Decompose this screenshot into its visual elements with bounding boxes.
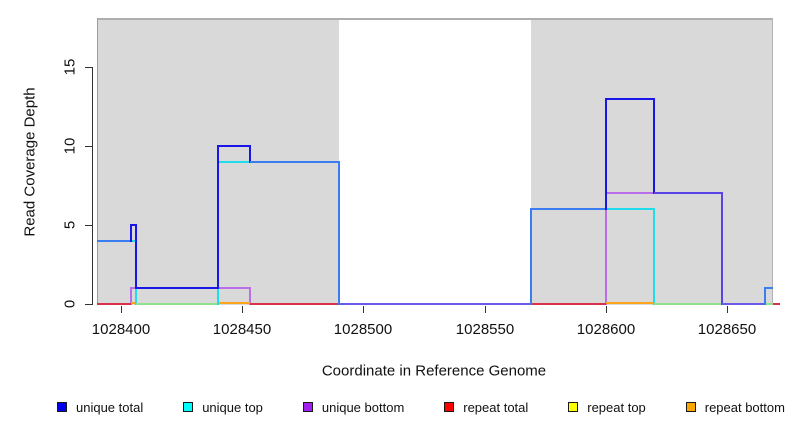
coverage-line-unique-total bbox=[653, 98, 655, 194]
coverage-line-unique-total bbox=[530, 208, 532, 305]
coverage-line-unique-total bbox=[131, 224, 136, 226]
coverage-line-unique-total bbox=[721, 192, 723, 305]
coverage-line-unique-top bbox=[654, 303, 773, 305]
baseline-segment-repeat-total bbox=[773, 303, 780, 305]
legend-label: repeat top bbox=[587, 399, 646, 415]
legend-swatch-unique-top bbox=[183, 402, 194, 412]
x-axis-tick-label: 1028550 bbox=[455, 321, 515, 338]
x-axis-tick bbox=[606, 306, 607, 313]
x-axis-tick bbox=[363, 306, 364, 313]
legend-item: unique bottom bbox=[302, 399, 405, 415]
repeat-region bbox=[531, 19, 773, 305]
x-axis-tick bbox=[485, 306, 486, 313]
coverage-line-unique-total bbox=[249, 145, 251, 163]
x-axis-tick-label: 1028600 bbox=[576, 321, 636, 338]
plot-top-border bbox=[97, 18, 772, 20]
legend-item: repeat bottom bbox=[685, 399, 785, 415]
legend-label: repeat bottom bbox=[704, 399, 785, 415]
legend-label: unique top bbox=[202, 399, 263, 415]
x-axis-tick-label: 1028500 bbox=[333, 321, 393, 338]
coverage-line-unique-bottom bbox=[605, 192, 607, 305]
x-axis-tick bbox=[727, 306, 728, 313]
legend-item: repeat top bbox=[568, 400, 646, 415]
coverage-line-unique-bottom bbox=[130, 287, 132, 305]
plot-left-border bbox=[97, 18, 98, 305]
y-axis-tick-label: 10 bbox=[61, 137, 79, 155]
legend-swatch-unique-total bbox=[57, 402, 67, 412]
legend: unique total unique top unique bottom repea… bbox=[57, 398, 785, 416]
x-axis-tick bbox=[121, 306, 122, 313]
plot-right-border bbox=[772, 18, 773, 305]
baseline-segment-repeat-bottom bbox=[218, 302, 250, 304]
legend-item: unique top bbox=[183, 400, 263, 415]
coverage-line-unique-total bbox=[135, 224, 137, 289]
x-axis-title: Coordinate in Reference Genome bbox=[321, 362, 547, 380]
y-axis-tick bbox=[85, 225, 92, 226]
x-axis-tick bbox=[242, 306, 243, 313]
baseline-segment-repeat-total bbox=[97, 303, 131, 305]
coverage-line-unique-total bbox=[217, 145, 219, 289]
coverage-line-unique-total bbox=[338, 161, 340, 305]
coverage-line-unique-total bbox=[605, 98, 607, 210]
legend-swatch-repeat-top bbox=[568, 402, 579, 412]
x-axis-tick-label: 1028400 bbox=[91, 321, 151, 338]
coverage-line-unique-total bbox=[250, 161, 339, 163]
baseline-segment-repeat-total bbox=[250, 303, 339, 305]
coverage-line-unique-total bbox=[97, 240, 131, 242]
y-axis-tick-label: 15 bbox=[61, 58, 79, 76]
coverage-line-unique-top bbox=[653, 208, 655, 305]
y-axis-tick bbox=[85, 146, 92, 147]
x-axis-tick-label: 1028650 bbox=[697, 321, 757, 338]
y-axis-tick-label: 0 bbox=[61, 299, 79, 309]
coverage-line-unique-total bbox=[136, 287, 218, 289]
baseline-segment-repeat-bottom bbox=[131, 302, 136, 304]
coverage-line-unique-total bbox=[722, 303, 765, 305]
coverage-line-unique-total bbox=[764, 287, 766, 305]
baseline-segment-repeat-total bbox=[531, 303, 606, 305]
legend-swatch-repeat-bottom bbox=[685, 402, 696, 412]
coverage-line-unique-bottom bbox=[249, 287, 251, 305]
coverage-line-unique-total bbox=[654, 192, 722, 194]
y-axis-tick bbox=[85, 304, 92, 305]
legend-label: repeat total bbox=[463, 399, 529, 415]
coverage-line-unique-total bbox=[765, 287, 773, 289]
legend-item: repeat total bbox=[444, 400, 528, 415]
y-axis-tick-label: 5 bbox=[61, 220, 79, 230]
coverage-line-unique-total bbox=[339, 303, 531, 305]
coverage-line-unique-total bbox=[130, 224, 132, 242]
legend-swatch-unique-bottom bbox=[302, 402, 313, 412]
y-axis-line bbox=[92, 67, 93, 305]
coverage-line-unique-top bbox=[136, 303, 218, 305]
baseline-segment-repeat-bottom bbox=[606, 302, 654, 304]
legend-label: unique bottom bbox=[321, 399, 405, 415]
coverage-line-unique-total bbox=[606, 98, 654, 100]
legend-swatch-repeat-total bbox=[444, 402, 455, 412]
y-axis-title: Read Coverage Depth bbox=[21, 87, 39, 237]
legend-item: unique total bbox=[57, 400, 143, 415]
legend-label: unique total bbox=[76, 399, 144, 415]
coverage-line-unique-total bbox=[218, 145, 250, 147]
coverage-line-unique-total bbox=[531, 208, 606, 210]
x-axis-tick-label: 1028450 bbox=[212, 321, 272, 338]
y-axis-tick bbox=[85, 67, 92, 68]
